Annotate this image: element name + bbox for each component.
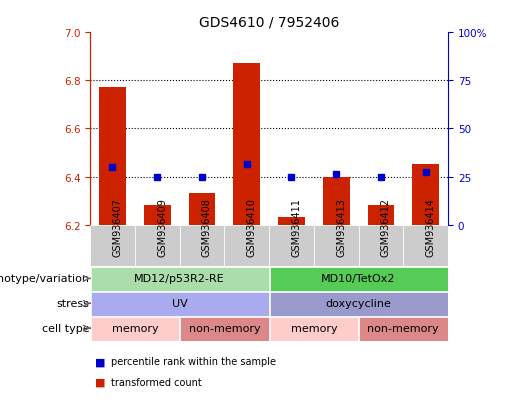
Bar bbox=[269, 317, 358, 341]
Title: GDS4610 / 7952406: GDS4610 / 7952406 bbox=[199, 15, 339, 29]
Bar bbox=[403, 225, 448, 266]
Bar bbox=[359, 317, 448, 341]
Text: stress: stress bbox=[56, 299, 89, 309]
Bar bbox=[269, 268, 448, 291]
Text: GSM936411: GSM936411 bbox=[291, 198, 301, 256]
Text: UV: UV bbox=[171, 299, 187, 309]
Text: transformed count: transformed count bbox=[111, 377, 201, 387]
Bar bbox=[90, 225, 135, 266]
Bar bbox=[99, 88, 126, 225]
Text: percentile rank within the sample: percentile rank within the sample bbox=[111, 356, 276, 366]
Text: memory: memory bbox=[112, 323, 158, 333]
Text: non-memory: non-memory bbox=[368, 323, 439, 333]
Text: GSM936414: GSM936414 bbox=[426, 198, 436, 256]
Text: non-memory: non-memory bbox=[188, 323, 260, 333]
Bar bbox=[91, 268, 269, 291]
Bar bbox=[91, 317, 179, 341]
Bar bbox=[91, 292, 269, 316]
Bar bbox=[225, 225, 269, 266]
Text: GSM936412: GSM936412 bbox=[381, 198, 391, 256]
Text: GSM936413: GSM936413 bbox=[336, 198, 346, 256]
Bar bbox=[314, 225, 358, 266]
Bar bbox=[323, 177, 350, 225]
Bar bbox=[233, 64, 260, 225]
Text: genotype/variation: genotype/variation bbox=[0, 274, 89, 284]
Bar bbox=[368, 206, 394, 225]
Bar bbox=[180, 317, 269, 341]
Text: MD10/TetOx2: MD10/TetOx2 bbox=[321, 274, 396, 284]
Bar bbox=[269, 292, 448, 316]
Bar bbox=[278, 218, 305, 225]
Text: memory: memory bbox=[290, 323, 337, 333]
Text: MD12/p53R2-RE: MD12/p53R2-RE bbox=[134, 274, 225, 284]
Text: doxycycline: doxycycline bbox=[325, 299, 391, 309]
Text: GSM936407: GSM936407 bbox=[112, 198, 123, 256]
Text: GSM936410: GSM936410 bbox=[247, 198, 256, 256]
Text: GSM936409: GSM936409 bbox=[157, 198, 167, 256]
Bar bbox=[135, 225, 180, 266]
Bar bbox=[358, 225, 403, 266]
Text: GSM936408: GSM936408 bbox=[202, 198, 212, 256]
Bar bbox=[180, 225, 225, 266]
Bar bbox=[188, 194, 215, 225]
Bar bbox=[144, 206, 170, 225]
Bar bbox=[413, 165, 439, 225]
Bar bbox=[269, 225, 314, 266]
Text: ■: ■ bbox=[95, 377, 106, 387]
Text: ■: ■ bbox=[95, 356, 106, 366]
Text: cell type: cell type bbox=[42, 323, 89, 333]
